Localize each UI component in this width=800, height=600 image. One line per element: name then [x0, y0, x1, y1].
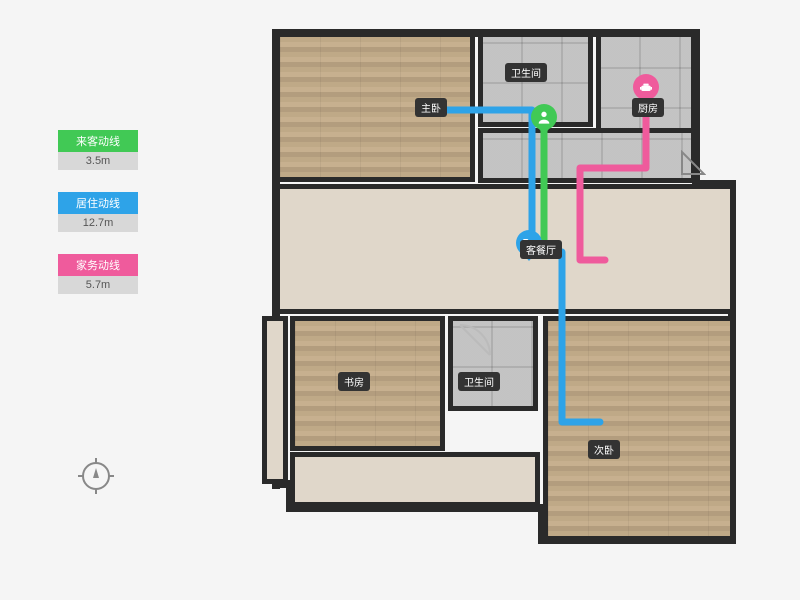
marker-pot-icon	[633, 74, 659, 100]
room-tag-kitchen: 厨房	[632, 98, 664, 117]
room-tag-master: 主卧	[415, 98, 447, 117]
room-tag-bath1: 卫生间	[505, 63, 547, 82]
room-hall2	[290, 452, 540, 507]
legend-value: 12.7m	[58, 214, 138, 232]
legend-label: 家务动线	[58, 254, 138, 276]
room-balcony	[478, 128, 696, 183]
compass-icon	[80, 460, 112, 492]
room-tag-bath2: 卫生间	[458, 372, 500, 391]
legend: 来客动线 3.5m 居住动线 12.7m 家务动线 5.7m	[58, 130, 138, 316]
marker-person-icon	[531, 104, 557, 130]
room-tag-second: 次卧	[588, 440, 620, 459]
legend-label: 居住动线	[58, 192, 138, 214]
door-icon	[680, 150, 706, 176]
legend-item-living: 居住动线 12.7m	[58, 192, 138, 232]
room-tag-study: 书房	[338, 372, 370, 391]
room-living	[275, 184, 735, 314]
floorplan: 主卧卫生间厨房客餐厅书房卫生间次卧	[260, 20, 760, 580]
legend-value: 5.7m	[58, 276, 138, 294]
room-ledge_l	[262, 316, 288, 484]
legend-item-chore: 家务动线 5.7m	[58, 254, 138, 294]
legend-label: 来客动线	[58, 130, 138, 152]
legend-item-guest: 来客动线 3.5m	[58, 130, 138, 170]
room-tag-living: 客餐厅	[520, 240, 562, 259]
room-second	[543, 316, 735, 541]
legend-value: 3.5m	[58, 152, 138, 170]
door-arc-icon	[455, 320, 495, 360]
